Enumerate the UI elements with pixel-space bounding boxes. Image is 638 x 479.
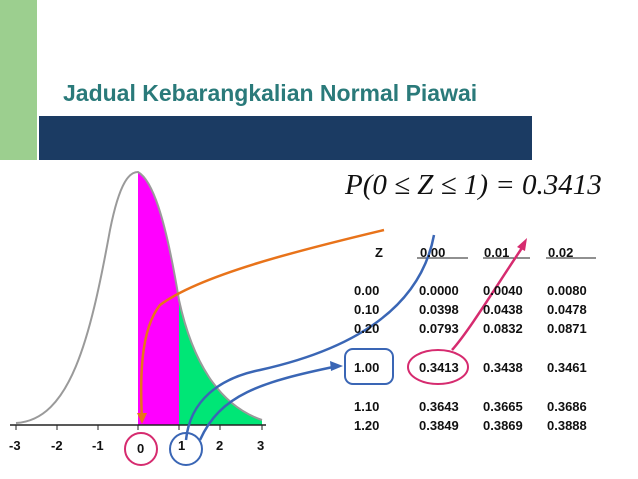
shaded-area-0-to-1 — [138, 172, 179, 425]
slide-title: Jadual Kebarangkalian Normal Piawai — [63, 80, 478, 106]
table-cell: 0.3643 — [419, 399, 459, 414]
row-highlight-box — [344, 348, 394, 385]
table-cell: 0.0871 — [547, 321, 587, 336]
table-cell: 0.3438 — [483, 360, 523, 375]
table-cell: 1.10 — [354, 399, 380, 414]
x-tick-label: -2 — [51, 438, 63, 453]
table-cell: 0.10 — [354, 302, 380, 317]
table-cell: 0.0398 — [419, 302, 459, 317]
shaded-area-1-to-3 — [179, 300, 262, 425]
x-tick-label: 3 — [257, 438, 265, 453]
table-cell: 0.00 — [354, 283, 380, 298]
table-header: 0.01 — [484, 245, 510, 260]
blue-arrow-to-row — [198, 364, 339, 441]
x-axis-ticks — [15, 425, 263, 430]
table-cell: 0.3665 — [483, 399, 523, 414]
highlight-ellipse — [407, 349, 469, 385]
table-cell-highlighted: 1.00 — [354, 360, 380, 375]
table-header-z: Z — [375, 245, 383, 260]
table-cell: 0.0438 — [483, 302, 523, 317]
table-cell: 0.0040 — [483, 283, 523, 298]
table-cell: 0.0832 — [483, 321, 523, 336]
pink-arrow — [451, 244, 526, 351]
x-tick-label: 1 — [178, 438, 186, 453]
circle-zero — [124, 432, 158, 466]
x-tick-label: 2 — [216, 438, 224, 453]
probability-formula: P(0 ≤ Z ≤ 1) = 0.3413 — [345, 169, 602, 201]
title-bar-divider — [37, 116, 39, 160]
table-cell: 0.0000 — [419, 283, 459, 298]
table-cell: 0.3461 — [547, 360, 587, 375]
table-cell: 1.20 — [354, 418, 380, 433]
title-bar — [37, 116, 532, 160]
x-tick-label: -3 — [9, 438, 21, 453]
table-cell: 0.20 — [354, 321, 380, 336]
table-cell: 0.3849 — [419, 418, 459, 433]
table-cell: 0.3888 — [547, 418, 587, 433]
table-cell: 0.0793 — [419, 321, 459, 336]
table-cell: 0.3869 — [483, 418, 523, 433]
table-cell: 0.0080 — [547, 283, 587, 298]
x-tick-label: -1 — [92, 438, 104, 453]
table-cell: 0.3686 — [547, 399, 587, 414]
orange-arrow — [139, 228, 385, 421]
table-cell-highlighted: 0.3413 — [419, 360, 459, 375]
table-header: 0.02 — [548, 245, 574, 260]
x-tick-label: 0 — [137, 441, 145, 456]
table-cell: 0.0478 — [547, 302, 587, 317]
table-header: 0.00 — [420, 245, 446, 260]
blue-arrow-to-axis — [184, 234, 436, 441]
bell-curve — [15, 170, 263, 424]
